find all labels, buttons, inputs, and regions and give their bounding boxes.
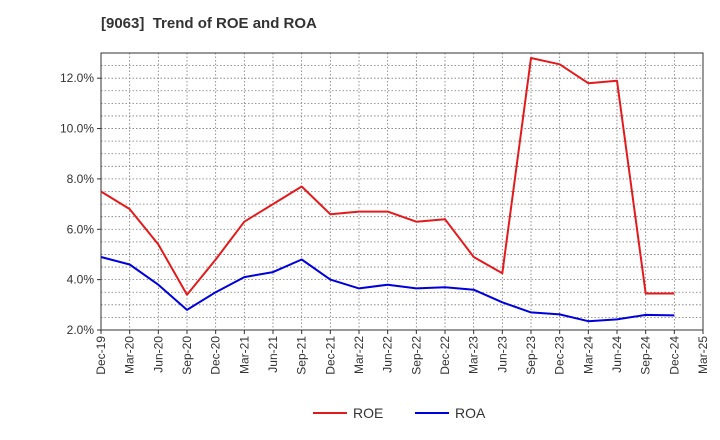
y-tick-label: 6.0%: [67, 222, 95, 236]
x-tick-label: Dec-19: [94, 336, 108, 375]
x-tick-label: Sep-20: [180, 336, 194, 375]
y-tick-label: 12.0%: [60, 71, 94, 85]
x-tick-label: Jun-23: [495, 336, 509, 373]
x-tick-label: Jun-24: [610, 336, 624, 373]
chart-title: [9063] Trend of ROE and ROA: [101, 15, 317, 32]
x-tick-label: Jun-21: [266, 336, 280, 373]
x-tick-label: Mar-21: [237, 336, 251, 374]
x-tick-label: Dec-20: [209, 336, 223, 375]
x-tick-label: Mar-25: [696, 336, 710, 374]
x-tick-label: Dec-21: [323, 336, 337, 375]
legend-label-roa: ROA: [455, 405, 486, 421]
x-tick-label: Mar-22: [352, 336, 366, 374]
x-tick-label: Mar-23: [467, 336, 481, 374]
x-tick-label: Dec-24: [667, 336, 681, 375]
legend: ROE ROA: [313, 405, 486, 421]
legend-label-roe: ROE: [353, 405, 383, 421]
series-line-roa: [100, 256, 675, 323]
y-tick-label: 10.0%: [60, 122, 94, 136]
grid: [101, 53, 703, 330]
x-axis-ticks: Dec-19 Mar-20 Jun-20 Sep-20 Dec-20 Mar-21 Jun-…: [94, 330, 710, 375]
x-tick-label: Mar-24: [581, 336, 595, 374]
x-tick-label: Jun-20: [151, 336, 165, 373]
y-tick-label: 8.0%: [67, 172, 95, 186]
x-tick-label: Sep-24: [639, 336, 653, 375]
y-axis-ticks: 2.0% 4.0% 6.0% 8.0% 10.0% 12.0%: [60, 71, 101, 337]
series-lines: [100, 57, 675, 323]
x-tick-label: Sep-21: [295, 336, 309, 375]
x-tick-label: Dec-23: [553, 336, 567, 375]
y-tick-label: 2.0%: [67, 323, 95, 337]
x-tick-label: Sep-23: [524, 336, 538, 375]
x-tick-label: Dec-22: [438, 336, 452, 375]
x-tick-label: Jun-22: [381, 336, 395, 373]
x-tick-label: Mar-20: [123, 336, 137, 374]
x-tick-label: Sep-22: [409, 336, 423, 375]
y-tick-label: 4.0%: [67, 273, 95, 287]
series-line-roe: [100, 57, 675, 296]
